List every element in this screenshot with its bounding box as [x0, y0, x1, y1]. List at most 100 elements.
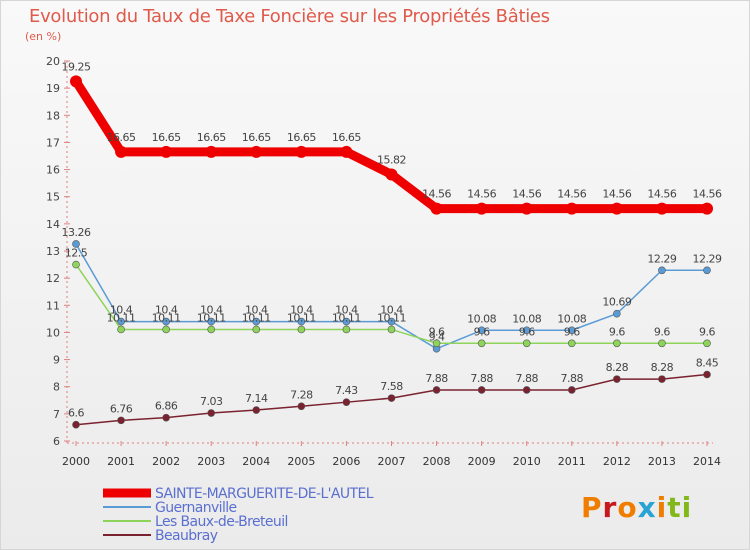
chart-title: Evolution du Taux de Taxe Foncière sur l… — [29, 6, 550, 27]
data-point — [117, 416, 125, 425]
data-label: 10.4 — [335, 304, 358, 317]
data-label: 12.5 — [65, 247, 88, 260]
data-label: 16.65 — [242, 131, 271, 144]
data-label: 10.11 — [377, 311, 406, 324]
x-tick-label: 2012 — [603, 455, 631, 468]
data-point — [432, 386, 441, 394]
y-tick-label: 10 — [46, 326, 60, 339]
data-label: 10.11 — [197, 311, 226, 324]
y-tick-label: 17 — [46, 136, 60, 149]
logo-letter: P — [581, 491, 603, 524]
data-point — [703, 266, 711, 275]
x-tick-label: 2014 — [693, 455, 721, 468]
data-label: 9.4 — [429, 331, 445, 344]
data-label: 14.56 — [467, 188, 496, 201]
data-label: 14.56 — [602, 188, 631, 201]
data-label: 19.25 — [62, 60, 91, 73]
series-2: 12.5 10.11 10.11 10.11 10.11 10.11 10.11 10.11 9… — [65, 247, 716, 348]
x-tick-label: 2005 — [287, 455, 315, 468]
data-label: 8.28 — [651, 361, 674, 374]
y-tick-label: 9 — [53, 354, 60, 367]
y-tick-label: 19 — [46, 82, 60, 95]
data-point — [613, 339, 621, 348]
data-label: 10.11 — [152, 311, 181, 324]
y-tick-label: 13 — [46, 245, 60, 258]
data-point — [160, 145, 173, 158]
data-point — [522, 339, 531, 348]
data-label: 14.56 — [422, 188, 451, 201]
data-label: 10.4 — [155, 304, 178, 317]
data-label: 14.56 — [693, 188, 722, 201]
data-label: 12.29 — [693, 252, 722, 265]
data-point — [297, 325, 306, 334]
data-point — [613, 309, 621, 318]
data-label: 16.65 — [107, 131, 136, 144]
legend-label: Les Baux-de-Breteuil — [155, 514, 288, 530]
data-point — [430, 202, 443, 215]
data-point — [297, 317, 306, 326]
data-label: 16.65 — [197, 131, 226, 144]
data-point — [432, 339, 441, 348]
data-label: 10.08 — [512, 312, 541, 325]
data-label: 10.11 — [242, 311, 271, 324]
data-label: 10.11 — [107, 311, 136, 324]
series-1: 13.26 10.4 10.4 10.4 10.4 10.4 10.4 10.4 9.4 10.0… — [62, 226, 722, 353]
data-point — [72, 420, 80, 429]
y-tick-label: 14 — [46, 218, 60, 231]
logo-letter: o — [617, 491, 638, 524]
data-label: 13.26 — [62, 226, 91, 239]
logo-letter: x — [637, 491, 657, 524]
data-point — [207, 409, 216, 417]
y-tick-label: 16 — [46, 164, 60, 177]
logo-letter: t — [667, 491, 682, 524]
data-label: 10.11 — [287, 311, 316, 324]
series-0: 19.25 16.65 16.65 16.65 16.65 16.65 16.65 15.82… — [62, 60, 722, 215]
data-point — [250, 145, 263, 158]
data-point — [655, 202, 668, 215]
logo-letter: i — [681, 491, 693, 524]
data-label: 15.82 — [377, 153, 406, 166]
data-point — [342, 398, 351, 406]
data-label: 9.6 — [564, 325, 580, 338]
legend-label: Guernanville — [155, 500, 237, 516]
logo-letter: r — [602, 491, 618, 524]
series-3: 6.6 6.76 6.86 7.03 7.14 7.28 7.43 7.58 7.88 7.88 7… — [68, 357, 719, 429]
data-point — [520, 202, 533, 215]
data-point — [207, 317, 216, 326]
data-point — [295, 145, 308, 158]
data-label: 10.4 — [200, 304, 223, 317]
data-label: 14.56 — [647, 188, 676, 201]
legend-label: SAINTE-MARGUERITE-DE-L'AUTEL — [155, 486, 374, 502]
data-point — [567, 386, 576, 394]
y-tick-label: 15 — [46, 191, 60, 204]
data-label: 8.45 — [696, 357, 719, 370]
data-point — [342, 317, 351, 326]
y-tick-label: 8 — [53, 381, 60, 394]
data-point — [117, 317, 125, 326]
data-label: 12.29 — [647, 252, 676, 265]
y-tick-label: 20 — [46, 55, 60, 68]
data-label: 10.69 — [602, 296, 631, 309]
data-label: 7.58 — [380, 380, 403, 393]
data-point — [387, 317, 396, 326]
data-label: 14.56 — [557, 188, 586, 201]
data-label: 7.88 — [470, 372, 493, 385]
x-tick-label: 2009 — [468, 455, 496, 468]
y-tick-label: 18 — [46, 109, 60, 122]
data-point — [613, 375, 621, 383]
data-label: 16.65 — [332, 131, 361, 144]
data-label: 6.76 — [110, 402, 133, 415]
unit-label: (en %) — [25, 30, 62, 43]
data-point — [162, 317, 170, 326]
data-label: 9.6 — [609, 325, 625, 338]
data-point — [387, 325, 396, 334]
data-label: 9.6 — [654, 325, 670, 338]
data-point — [701, 202, 713, 215]
data-point — [207, 325, 216, 334]
data-label: 10.08 — [557, 312, 586, 325]
data-point — [387, 394, 396, 402]
data-point — [567, 339, 576, 348]
x-tick-label: 2004 — [242, 455, 270, 468]
